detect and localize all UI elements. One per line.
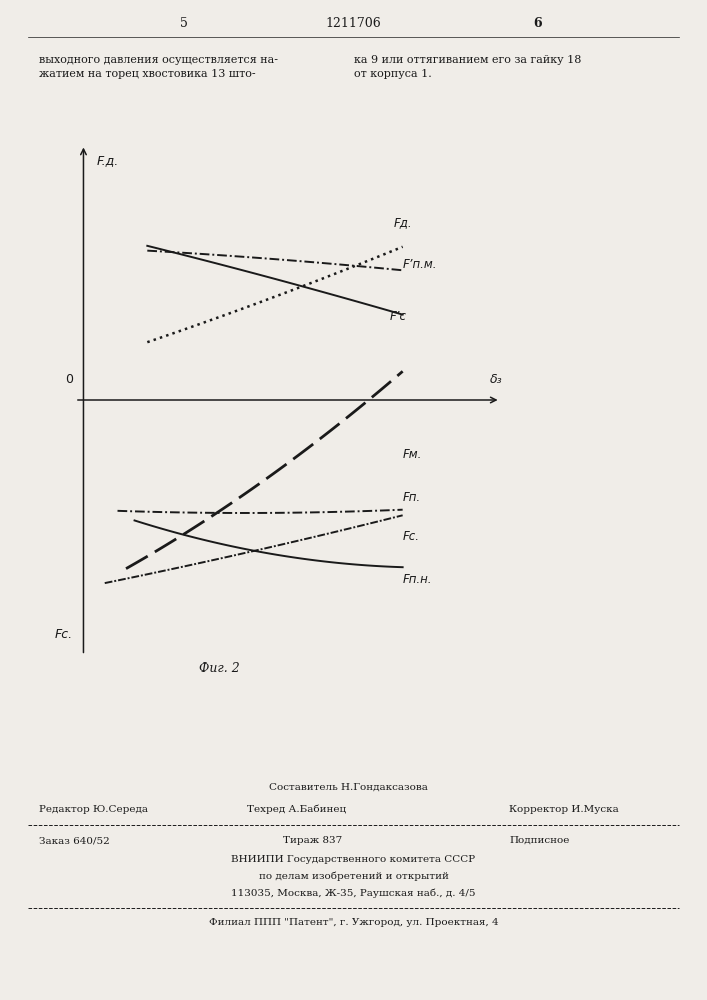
Text: F’п.м.: F’п.м. [403,257,437,270]
Text: Тираж 837: Тираж 837 [283,836,342,845]
Text: 113035, Москва, Ж-35, Раушская наб., д. 4/5: 113035, Москва, Ж-35, Раушская наб., д. … [231,888,476,898]
Text: Составитель Н.Гондаксазова: Составитель Н.Гондаксазова [269,783,428,792]
Text: 5: 5 [180,17,188,30]
Text: Fп.: Fп. [403,491,421,504]
Text: 1211706: 1211706 [326,17,381,30]
Text: Fд.: Fд. [394,217,413,230]
Text: Фиг. 2: Фиг. 2 [199,662,240,675]
Text: Филиал ППП "Патент", г. Ужгород, ул. Проектная, 4: Филиал ППП "Патент", г. Ужгород, ул. Про… [209,918,498,927]
Text: Редактор Ю.Середа: Редактор Ю.Середа [39,805,148,814]
Text: 6: 6 [533,17,542,30]
Text: Заказ 640/52: Заказ 640/52 [39,836,110,845]
Text: Fc.: Fc. [403,530,420,543]
Text: Fп.н.: Fп.н. [403,573,432,586]
Text: Fc.: Fc. [54,628,73,641]
Text: выходного давления осуществляется на-
жатием на торец хвостовика 13 што-: выходного давления осуществляется на- жа… [39,55,278,79]
Text: F.д.: F.д. [96,154,119,167]
Text: ВНИИПИ Государственного комитета СССР: ВНИИПИ Государственного комитета СССР [231,855,476,864]
Text: ка 9 или оттягиванием его за гайку 18
от корпуса 1.: ка 9 или оттягиванием его за гайку 18 от… [354,55,581,79]
Text: Техред А.Бабинец: Техред А.Бабинец [247,804,346,814]
Text: Корректор И.Муска: Корректор И.Муска [509,805,619,814]
Text: 0: 0 [65,373,73,386]
Text: F’c: F’c [390,310,407,324]
Text: по делам изобретений и открытий: по делам изобретений и открытий [259,871,448,881]
Text: Fм.: Fм. [403,448,422,461]
Text: δ₃: δ₃ [490,373,503,386]
Text: Подписное: Подписное [509,836,569,845]
